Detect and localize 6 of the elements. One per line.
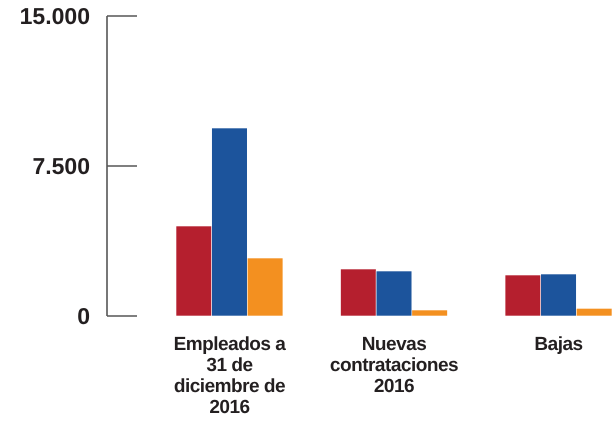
y-tick-label: 15.000 [20,3,90,30]
y-tick-label: 0 [77,303,90,330]
y-tick-label: 7.500 [32,153,90,180]
x-tick-label: Empleados a 31 de diciembre de 2016 [174,334,286,418]
x-tick-label: Nuevas contrataciones 2016 [330,334,458,397]
x-tick-label: Bajas [534,334,583,355]
